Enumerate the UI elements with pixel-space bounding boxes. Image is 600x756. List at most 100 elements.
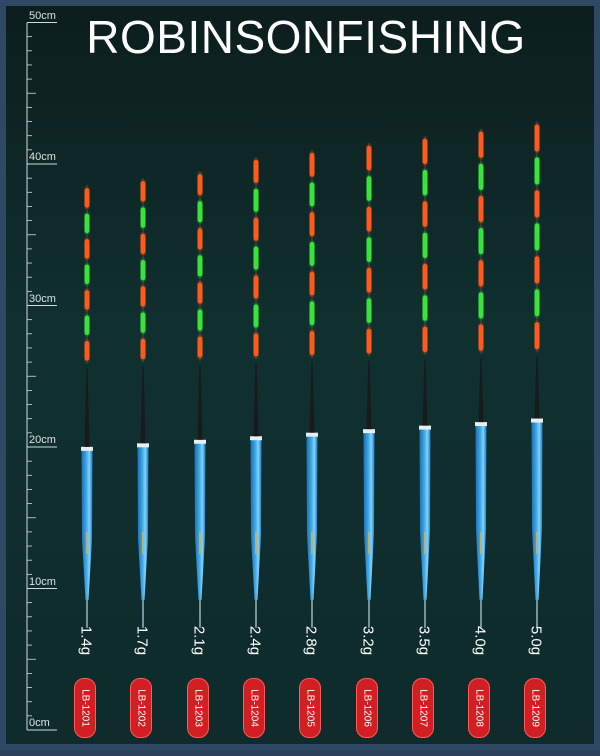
float-code-badge: LB-1208 bbox=[468, 678, 491, 738]
tip-segment-green bbox=[535, 157, 540, 185]
float-graphic bbox=[81, 185, 93, 628]
float-weight-label: 4.0g bbox=[471, 625, 489, 656]
tip-segment-orange bbox=[84, 341, 90, 361]
ruler-tick-label: 30cm bbox=[29, 292, 56, 305]
float-code-badge: LB-1209 bbox=[524, 678, 547, 738]
tip-segment-green bbox=[309, 182, 315, 207]
float-code-text: LB-1201 bbox=[79, 689, 91, 727]
tip-segment-green bbox=[309, 301, 315, 326]
brand-title: ROBINSONFISHING bbox=[86, 11, 526, 63]
tip-segment-orange bbox=[366, 267, 371, 293]
tip-segment-green bbox=[84, 264, 90, 285]
float-body bbox=[81, 449, 93, 600]
float-body-mark bbox=[536, 531, 539, 554]
float-lb-1203: 2.1g LB-1203 bbox=[185, 6, 215, 756]
float-cap bbox=[137, 443, 150, 448]
float-stem bbox=[366, 360, 371, 430]
float-code-badge: LB-1206 bbox=[355, 678, 378, 738]
float-body-mark bbox=[142, 531, 145, 554]
float-cap bbox=[475, 422, 488, 427]
tip-segment-green bbox=[366, 176, 371, 201]
tip-segment-green bbox=[422, 170, 427, 196]
float-stem bbox=[197, 364, 203, 440]
tip-segment-green bbox=[141, 312, 146, 333]
tip-segment-orange bbox=[253, 333, 259, 357]
tip-segment-green bbox=[366, 298, 371, 323]
float-cap bbox=[306, 432, 319, 437]
float-body bbox=[250, 439, 262, 600]
tip-segment-orange bbox=[535, 322, 540, 350]
float-cap bbox=[362, 429, 375, 434]
float-weight-label: 1.7g bbox=[133, 625, 151, 656]
float-code-text: LB-1209 bbox=[529, 689, 541, 727]
tip-segment-orange bbox=[535, 124, 540, 152]
float-code-text: LB-1206 bbox=[361, 689, 372, 727]
float-graphic bbox=[249, 156, 262, 628]
float-code-badge: LB-1207 bbox=[411, 678, 434, 738]
tip-segment-green bbox=[253, 246, 259, 270]
float-graphic bbox=[362, 142, 375, 628]
float-cap bbox=[249, 436, 262, 441]
tip-segment-green bbox=[422, 295, 427, 321]
float-stem bbox=[140, 366, 146, 444]
tip-segment-orange bbox=[309, 212, 315, 236]
float-code-text: LB-1205 bbox=[304, 689, 316, 727]
tip-segment-orange bbox=[366, 145, 371, 171]
tip-segment-orange bbox=[309, 271, 315, 296]
float-body-mark bbox=[423, 531, 426, 554]
tip-segment-orange bbox=[197, 174, 202, 196]
float-weight-label: 3.2g bbox=[359, 625, 376, 656]
tip-segment-green bbox=[478, 228, 484, 255]
tip-segment-green bbox=[422, 232, 427, 259]
tip-segment-orange bbox=[84, 290, 90, 310]
tip-segment-green bbox=[197, 201, 202, 223]
float-cap bbox=[193, 439, 206, 444]
float-stem bbox=[84, 367, 90, 447]
float-weight-label: 5.0g bbox=[527, 625, 545, 656]
tip-segment-orange bbox=[197, 228, 202, 250]
float-lb-1202: 1.7g LB-1202 bbox=[128, 6, 158, 756]
float-body bbox=[419, 428, 431, 600]
float-cap bbox=[531, 418, 544, 423]
float-body bbox=[306, 435, 318, 600]
tip-segment-orange bbox=[309, 152, 315, 177]
tip-segment-green bbox=[478, 163, 484, 190]
tip-segment-orange bbox=[535, 190, 540, 218]
float-weight-label: 3.5g bbox=[415, 625, 433, 656]
float-cap bbox=[81, 446, 93, 451]
tip-segment-green bbox=[197, 255, 202, 277]
float-graphic bbox=[418, 135, 431, 628]
float-lb-1204: 2.4g LB-1204 bbox=[241, 6, 271, 756]
float-graphic bbox=[193, 171, 206, 628]
float-body-mark bbox=[480, 531, 483, 554]
tip-segment-orange bbox=[478, 260, 484, 287]
float-weight-label: 2.4g bbox=[246, 625, 264, 656]
tip-segment-green bbox=[535, 223, 540, 251]
tip-segment-green bbox=[84, 315, 90, 336]
float-graphic bbox=[475, 128, 488, 628]
tip-segment-orange bbox=[141, 233, 146, 254]
float-body bbox=[363, 432, 374, 600]
tip-segment-orange bbox=[84, 188, 90, 208]
float-body-mark bbox=[367, 531, 370, 554]
tip-segment-green bbox=[141, 207, 146, 228]
float-body-mark bbox=[254, 531, 257, 554]
tip-segment-green bbox=[535, 289, 540, 317]
float-lb-1207: 3.5g LB-1207 bbox=[410, 6, 440, 756]
tip-segment-orange bbox=[366, 206, 371, 232]
tip-segment-green bbox=[478, 292, 484, 319]
float-weight-label: 1.4g bbox=[77, 625, 95, 656]
tip-segment-orange bbox=[535, 256, 540, 284]
float-body-mark bbox=[86, 531, 88, 554]
tip-segment-orange bbox=[422, 201, 427, 227]
float-stem bbox=[309, 362, 315, 433]
float-stem bbox=[478, 357, 484, 423]
float-body-mark bbox=[311, 531, 314, 554]
tip-segment-green bbox=[309, 241, 315, 266]
float-graphic bbox=[531, 121, 544, 628]
float-code-text: LB-1203 bbox=[192, 689, 204, 727]
tip-segment-orange bbox=[141, 181, 146, 202]
tip-segment-orange bbox=[422, 138, 427, 165]
float-graphic bbox=[306, 149, 319, 628]
ruler-tick-label: 40cm bbox=[29, 151, 56, 163]
